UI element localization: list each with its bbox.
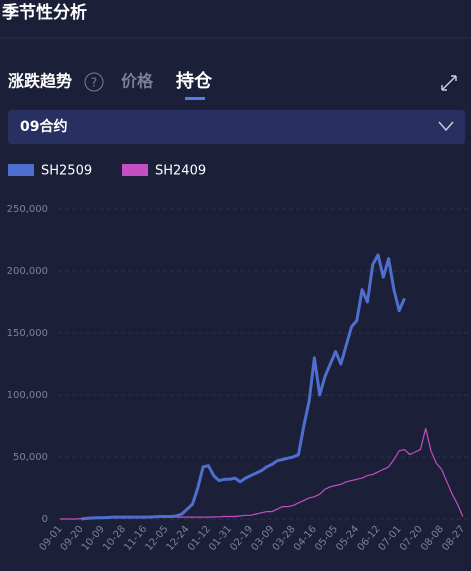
tab-active[interactable]: 持仓 xyxy=(176,70,213,92)
legend-swatch xyxy=(8,164,34,176)
help-icon-mark: ? xyxy=(91,76,97,90)
legend-swatch xyxy=(122,164,148,176)
dropdown[interactable] xyxy=(8,110,465,144)
y-tick-label: 150,000 xyxy=(7,328,48,339)
y-tick-label: 100,000 xyxy=(7,390,48,401)
expand-icon[interactable] xyxy=(441,75,457,91)
y-tick-label: 250,000 xyxy=(7,204,48,215)
legend-label: SH2509 xyxy=(41,164,92,179)
legend-label: SH2409 xyxy=(155,164,206,179)
y-tick-label: 200,000 xyxy=(7,266,48,277)
help-icon[interactable] xyxy=(84,72,104,92)
tab-underline xyxy=(185,97,205,100)
series-line xyxy=(81,253,406,521)
y-tick-label: 50,000 xyxy=(13,452,48,463)
page-title: 季节性分析 xyxy=(2,2,87,23)
dropdown-arrow xyxy=(438,121,454,132)
chart: 050,000100,000150,000200,000250,00009-01… xyxy=(7,164,471,553)
tab[interactable]: 涨跌趋势 xyxy=(8,72,72,91)
dropdown-label: 09合约 xyxy=(20,118,67,135)
y-tick-label: 0 xyxy=(42,514,48,525)
tab[interactable]: 价格 xyxy=(121,72,154,91)
